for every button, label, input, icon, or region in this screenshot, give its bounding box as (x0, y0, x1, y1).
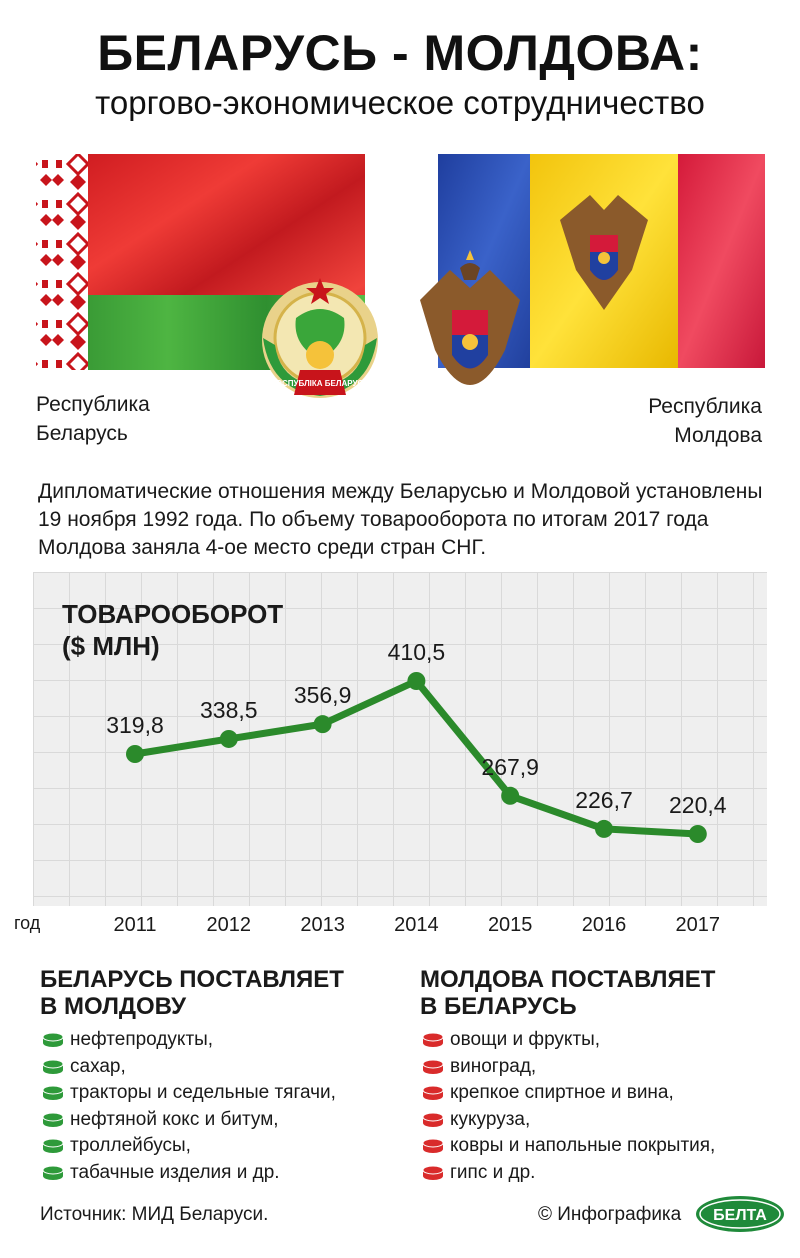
belarus-export-item: тракторы и седельные тягачи, (40, 1081, 400, 1108)
x-tick-label: 2014 (394, 914, 439, 936)
data-point (501, 786, 520, 805)
data-point (126, 744, 144, 763)
coin-stack-icon (42, 1138, 64, 1154)
belarus-export-item-label: сахар, (70, 1055, 126, 1077)
coin-stack-icon (422, 1059, 444, 1074)
x-axis-label: год (14, 913, 41, 933)
country-label-belarus: Республика Беларусь (36, 393, 150, 445)
trade-chart: 319,8 2011 338,5 2012 356,9 2013 410,5 2014 267,… (106, 639, 727, 936)
moldova-export-item-label: гипс и др. (450, 1161, 536, 1183)
moldova-export-item-label: ковры и напольные покрытия, (450, 1135, 716, 1157)
belarus-exports-section: БЕЛАРУСЬ ПОСТАВЛЯЕТ В МОЛДОВУ нефтепроду… (40, 966, 400, 1188)
belarus-exports-title: БЕЛАРУСЬ ПОСТАВЛЯЕТ В МОЛДОВУ (40, 966, 344, 1020)
belarus-export-item-label: табачные изделия и др. (70, 1161, 280, 1183)
x-tick-label: 2015 (488, 914, 533, 936)
belarus-export-item: табачные изделия и др. (40, 1161, 400, 1188)
data-point (688, 825, 707, 843)
moldova-flag-eagle-icon (560, 195, 648, 310)
country-label-moldova: Республика Молдова (648, 395, 762, 447)
coin-stack-icon (422, 1112, 444, 1127)
data-point (313, 715, 332, 734)
chart-title: ТОВАРООБОРОТ ($ МЛН) (62, 599, 284, 661)
data-label: 356,9 (294, 682, 352, 708)
belarus-export-item-label: троллейбусы, (70, 1135, 191, 1157)
coin-stack-icon (422, 1085, 444, 1101)
data-label: 338,5 (200, 697, 258, 723)
belarus-export-item: нефтепродукты, (40, 1028, 400, 1055)
chart-panel (33, 572, 767, 906)
moldova-export-item-label: виноград, (450, 1055, 537, 1077)
page-title: БЕЛАРУСЬ - МОЛДОВА: (97, 25, 703, 81)
belarus-export-item-label: нефтяной кокс и битум, (70, 1108, 279, 1130)
flags-illustration: РЭСПУБЛІКА БЕЛАРУСЬ (36, 154, 765, 398)
moldova-export-item-label: кукуруза, (450, 1108, 531, 1130)
belarus-exports-list: нефтепродукты, сахар, тракторы и седельные… (40, 1028, 400, 1188)
coin-stack-icon (422, 1032, 444, 1047)
x-tick-label: 2016 (582, 914, 627, 936)
x-tick-label: 2012 (207, 914, 252, 936)
source-note: Источник: МИД Беларуси. (40, 1204, 269, 1225)
intro-paragraph: Дипломатические отношения между Беларусь… (38, 480, 763, 559)
moldova-emblem-icon (420, 250, 520, 385)
data-label: 226,7 (575, 787, 633, 813)
belarus-export-item: нефтяной кокс и битум, (40, 1108, 400, 1135)
belarus-export-item-label: нефтепродукты, (70, 1029, 214, 1050)
moldova-exports-list: овощи и фрукты, виноград, крепкое спиртное… (420, 1028, 780, 1188)
moldova-export-item: кукуруза, (420, 1108, 780, 1135)
belarus-export-item: сахар, (40, 1055, 400, 1082)
coin-stack-icon (42, 1165, 64, 1180)
coin-stack-icon (42, 1032, 64, 1047)
coin-stack-icon (42, 1059, 64, 1074)
belta-logo: БЕЛТА (696, 1196, 784, 1232)
x-tick-label: 2013 (300, 914, 345, 936)
data-point (407, 672, 426, 690)
data-label: 319,8 (106, 712, 164, 738)
moldova-export-item: ковры и напольные покрытия, (420, 1134, 780, 1161)
moldova-export-item-label: овощи и фрукты, (450, 1029, 601, 1050)
data-point (595, 819, 613, 838)
moldova-export-item: крепкое спиртное и вина, (420, 1081, 780, 1108)
moldova-export-item: виноград, (420, 1055, 780, 1082)
coin-stack-icon (42, 1085, 64, 1101)
x-tick-label: 2017 (676, 914, 721, 936)
data-label: 267,9 (481, 754, 539, 780)
belarus-emblem-ribbon: РЭСПУБЛІКА БЕЛАРУСЬ (271, 379, 369, 388)
coin-stack-icon (42, 1112, 64, 1127)
belarus-emblem-icon: РЭСПУБЛІКА БЕЛАРУСЬ (262, 278, 378, 398)
x-tick-label: 2011 (113, 914, 156, 936)
data-point (219, 729, 238, 748)
moldova-exports-section: МОЛДОВА ПОСТАВЛЯЕТ В БЕЛАРУСЬ овощи и фр… (420, 966, 780, 1188)
moldova-exports-title: МОЛДОВА ПОСТАВЛЯЕТ В БЕЛАРУСЬ (420, 966, 716, 1020)
data-label: 220,4 (669, 792, 727, 818)
page-subtitle: торгово-экономическое сотрудничество (95, 84, 705, 121)
belta-logo-text: БЕЛТА (713, 1207, 767, 1224)
moldova-export-item: гипс и др. (420, 1161, 780, 1188)
coin-stack-icon (422, 1138, 444, 1154)
coin-stack-icon (422, 1165, 444, 1180)
belarus-export-item: троллейбусы, (40, 1134, 400, 1161)
credit-note: © Инфографика (538, 1204, 682, 1225)
moldova-export-item-label: крепкое спиртное и вина, (450, 1082, 674, 1104)
data-label: 410,5 (388, 639, 446, 665)
belarus-export-item-label: тракторы и седельные тягачи, (70, 1082, 336, 1104)
moldova-export-item: овощи и фрукты, (420, 1028, 780, 1055)
